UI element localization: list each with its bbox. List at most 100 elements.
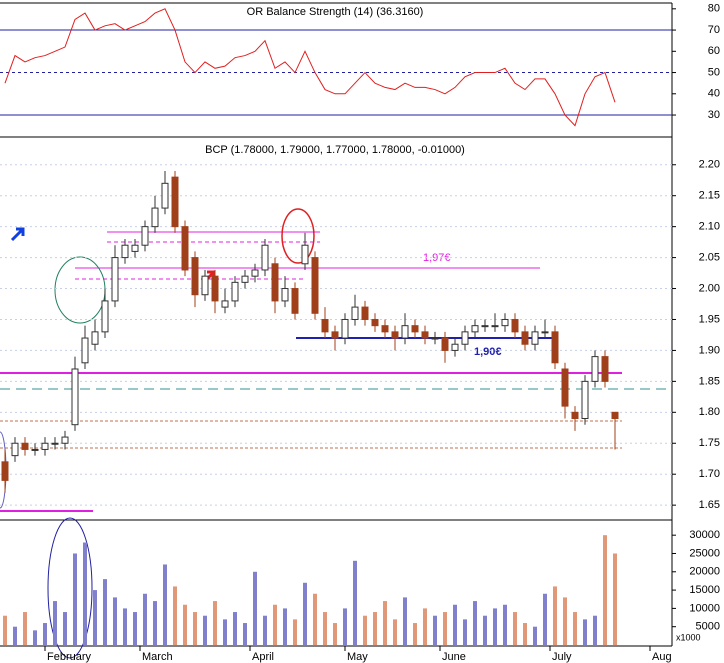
volume-bar	[353, 560, 357, 645]
candle-body	[371, 318, 379, 327]
volume-bar	[293, 619, 297, 645]
annotation-label: 1,90€	[474, 346, 502, 358]
volume-bar	[413, 623, 417, 645]
y-tick-label: 2.05	[699, 251, 720, 263]
y-tick-label: 60	[708, 45, 720, 57]
volume-bar	[203, 615, 207, 645]
volume-bar	[503, 604, 507, 645]
volume-bar	[583, 619, 587, 645]
candle-body	[191, 257, 199, 296]
volume-bar	[393, 619, 397, 645]
annotation-arrow	[10, 227, 25, 242]
candle-body	[511, 318, 519, 333]
volume-bar	[133, 612, 137, 645]
volume-bar	[263, 615, 267, 645]
candle-body	[201, 275, 209, 296]
candle-body	[181, 226, 189, 271]
volume-bar	[403, 597, 407, 645]
candle-body	[101, 300, 109, 333]
volume-bar	[383, 601, 387, 645]
volume-bar	[43, 623, 47, 645]
volume-bar	[53, 601, 57, 645]
candle-body	[231, 281, 239, 302]
x-tick-label: April	[252, 651, 274, 663]
volume-bar	[363, 615, 367, 645]
candle-body	[71, 368, 79, 426]
x-tick-label: July	[552, 651, 572, 663]
candle-body	[271, 263, 279, 302]
candle-body	[491, 325, 499, 328]
x-tick-label: February	[47, 651, 92, 663]
annotation-ellipse	[281, 208, 315, 264]
candle-body	[431, 337, 439, 340]
candle-body	[141, 226, 149, 246]
candle-body	[91, 331, 99, 345]
volume-bar	[33, 630, 37, 645]
candle-body	[391, 331, 399, 339]
volume-bar	[3, 615, 7, 645]
volume-bar	[443, 612, 447, 645]
volume-bar	[313, 593, 317, 645]
volume-bar	[453, 604, 457, 645]
candle-body	[281, 288, 289, 302]
volume-bar	[283, 608, 287, 645]
candle-body	[241, 275, 249, 283]
volume-bar	[163, 564, 167, 645]
y-tick-label: 25000	[689, 547, 720, 559]
candle-body	[61, 436, 69, 444]
volume-bar	[13, 626, 17, 645]
volume-bar	[603, 535, 607, 645]
volume-bar	[573, 612, 577, 645]
volume-bar	[273, 604, 277, 645]
unit-label: x1000	[676, 632, 701, 642]
volume-bar	[563, 597, 567, 645]
candle-body	[11, 442, 19, 457]
rsi-line	[4, 8, 616, 127]
candle-body	[601, 356, 609, 382]
x-tick-label: Aug	[652, 651, 672, 663]
volume-bar	[63, 612, 67, 645]
y-tick-label: 20000	[689, 566, 720, 578]
volume-bar	[553, 586, 557, 645]
volume-bar	[323, 612, 327, 645]
candle-body	[331, 331, 339, 339]
candle-body	[481, 325, 489, 328]
volume-bar	[73, 553, 77, 645]
panel-title: BCP (1.78000, 1.79000, 1.77000, 1.78000,…	[205, 144, 465, 156]
volume-bar	[333, 623, 337, 645]
volume-bar	[423, 608, 427, 645]
volume-bar	[93, 590, 97, 645]
candle-body	[401, 325, 409, 339]
candle-body	[171, 176, 179, 228]
candle-body	[121, 244, 129, 259]
candle-body	[151, 207, 159, 228]
candle-body	[111, 257, 119, 302]
volume-bar	[153, 601, 157, 645]
candle-body	[611, 411, 619, 420]
volume-bar	[433, 615, 437, 645]
candle-body	[251, 269, 259, 277]
y-tick-label: 15000	[689, 584, 720, 596]
x-tick-label: May	[347, 651, 368, 663]
volume-bar	[483, 615, 487, 645]
volume-bar	[543, 593, 547, 645]
candle-body	[351, 306, 359, 320]
candle-body	[381, 325, 389, 333]
candle-body	[461, 331, 469, 345]
candle-body	[321, 318, 329, 333]
volume-bar	[233, 612, 237, 645]
volume-bar	[23, 612, 27, 645]
candle-body	[311, 257, 319, 314]
volume-bar	[113, 597, 117, 645]
candle-body	[551, 331, 559, 364]
volume-bar	[373, 612, 377, 645]
volume-bar	[613, 553, 617, 645]
y-tick-label: 30000	[689, 529, 720, 541]
candle-body	[21, 442, 29, 450]
volume-bar	[223, 619, 227, 645]
y-tick-label: 2.15	[699, 190, 720, 202]
y-tick-label: 70	[708, 24, 720, 36]
candle-body	[161, 182, 169, 209]
y-tick-label: 50	[708, 66, 720, 78]
y-tick-label: 40	[708, 88, 720, 100]
